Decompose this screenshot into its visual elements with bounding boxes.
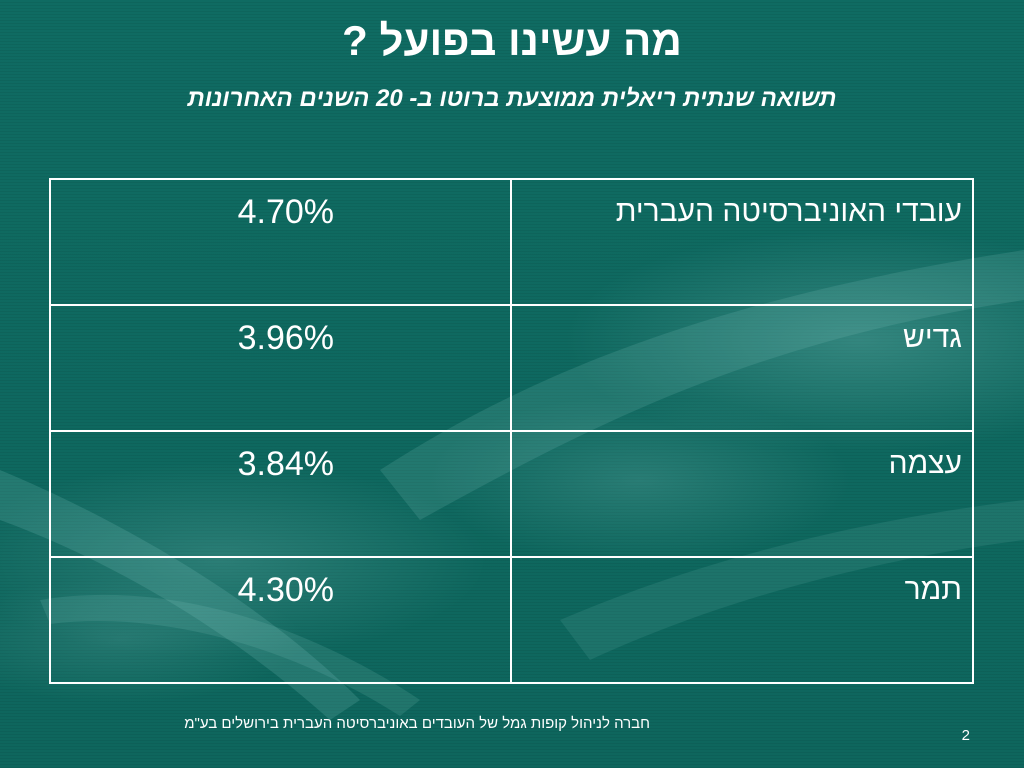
return-value: 4.70% [49,178,512,306]
fund-name: עובדי האוניברסיטה העברית [510,178,974,306]
return-value: 3.84% [49,430,512,558]
fund-name: תמר [510,556,974,684]
returns-table: 4.70% עובדי האוניברסיטה העברית 3.96% גדי… [49,178,974,684]
fund-name: גדיש [510,304,974,432]
slide-title: מה עשינו בפועל ? [342,17,682,64]
footer-company-name: חברה לניהול קופות גמל של העובדים באוניבר… [184,715,650,732]
slide-subtitle: תשואה שנתית ריאלית ממוצעת ברוטו ב- 20 הש… [187,85,837,112]
table-row: 3.96% גדיש [49,304,974,432]
return-value: 4.30% [49,556,512,684]
table-row: 3.84% עצמה [49,430,974,558]
page-number: 2 [961,727,970,744]
return-value: 3.96% [49,304,512,432]
table-row: 4.70% עובדי האוניברסיטה העברית [49,178,974,306]
fund-name: עצמה [510,430,974,558]
table-row: 4.30% תמר [49,556,974,684]
